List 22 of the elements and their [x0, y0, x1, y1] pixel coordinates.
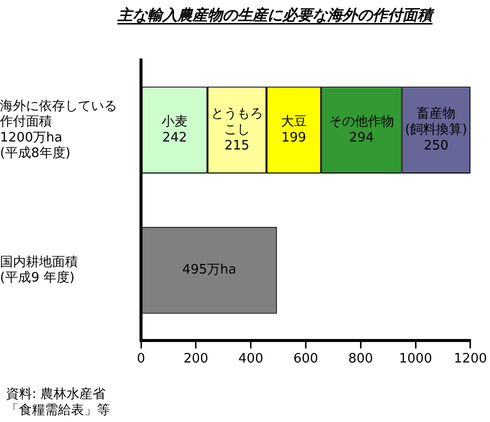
x-tick-label: 800 [348, 352, 374, 367]
x-tick-label: 1000 [399, 352, 432, 367]
y-tick-label: 海外に依存している作付面積 1200万ha (平成8年度) [0, 99, 117, 161]
data-label: 495万ha [182, 262, 236, 278]
x-tick-label: 1200 [454, 352, 488, 367]
series-label: 畜産物(飼料換算) [405, 105, 468, 138]
data-label: 294 [349, 130, 374, 146]
series-label: 小麦 [162, 114, 188, 130]
series-label: その他作物 [328, 114, 394, 130]
data-label: 250 [424, 138, 449, 154]
series-label: とうもろこし [210, 106, 263, 138]
data-label: 242 [162, 130, 188, 146]
x-tick-label: 0 [136, 352, 146, 367]
x-tick-label: 400 [238, 352, 264, 367]
x-tick-label: 600 [293, 352, 318, 367]
text: 資料: 農林水産省「食糧需給表」等 [6, 386, 110, 418]
x-tick-label: 200 [183, 352, 208, 367]
y-tick-label: 国内耕地面積(平成9 年度) [0, 254, 78, 286]
data-label: 215 [224, 138, 250, 154]
series-label: 大豆 [280, 114, 307, 130]
chart-title: 主な輸入農産物の生産に必要な海外の作付面積 [116, 6, 436, 24]
data-label: 199 [281, 130, 306, 146]
